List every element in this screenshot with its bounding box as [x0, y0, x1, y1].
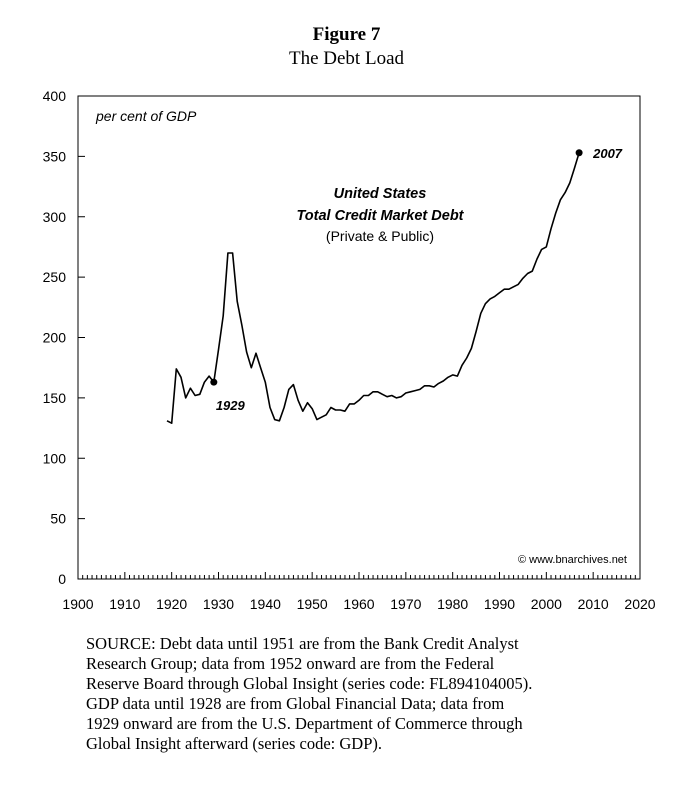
marker-point-2007	[575, 149, 583, 157]
x-tick-label: 1920	[156, 596, 187, 612]
x-tick-label: 1980	[437, 596, 468, 612]
source-line: Research Group; data from 1952 onward ar…	[86, 654, 495, 673]
y-tick-label: 300	[43, 209, 67, 225]
y-axis-label: per cent of GDP	[95, 108, 197, 124]
marker-label-1929: 1929	[216, 398, 246, 413]
y-tick-label: 400	[43, 88, 67, 104]
x-tick-label: 1970	[390, 596, 421, 612]
y-tick-label: 100	[43, 450, 67, 466]
y-tick-label: 350	[43, 148, 67, 164]
source-note: SOURCE: Debt data until 1951 are from th…	[86, 634, 646, 754]
x-tick-label: 1900	[62, 596, 93, 612]
x-tick-label: 1960	[343, 596, 374, 612]
x-axis: 1900 1910 1920 1930 1940 1950 1960 1970 1980 1990…	[62, 572, 656, 612]
y-axis: 0 50 100 150 200 250 300 350 400	[43, 88, 85, 587]
x-tick-label: 2020	[624, 596, 655, 612]
annotation-title-1: United States	[334, 186, 427, 202]
y-tick-label: 200	[43, 330, 67, 346]
series-group	[166, 152, 580, 425]
source-line: Global Insight afterward (series code: G…	[86, 734, 382, 753]
x-tick-label: 1990	[484, 596, 515, 612]
x-tick-label: 1950	[297, 596, 328, 612]
x-tick-label: 1910	[109, 596, 140, 612]
x-tick-label: 1930	[203, 596, 234, 612]
annotation-title-2: Total Credit Market Debt	[296, 208, 464, 224]
source-line: 1929 onward are from the U.S. Department…	[86, 714, 523, 733]
figure-title: Figure 7	[312, 24, 381, 45]
x-tick-label: 2010	[578, 596, 609, 612]
figure-subtitle: The Debt Load	[288, 48, 404, 69]
y-tick-label: 0	[58, 571, 66, 587]
marker-point-1929	[210, 378, 218, 386]
x-tick-label: 2000	[531, 596, 562, 612]
copyright-note: © www.bnarchives.net	[518, 554, 627, 566]
source-line: Reserve Board through Global Insight (se…	[86, 674, 533, 693]
y-tick-label: 250	[43, 269, 67, 285]
source-line: GDP data until 1928 are from Global Fina…	[86, 694, 505, 713]
marker-label-2007: 2007	[592, 146, 623, 161]
annotation-title-3: (Private & Public)	[326, 228, 434, 244]
debt-load-chart: 1900 1910 1920 1930 1940 1950 1960 1970 1980 1990…	[43, 88, 656, 612]
y-tick-label: 50	[50, 511, 66, 527]
debt-series-line	[166, 152, 580, 425]
source-line: SOURCE: Debt data until 1951 are from th…	[86, 634, 519, 653]
x-tick-label: 1940	[250, 596, 281, 612]
markers-group: 1929 2007	[210, 146, 623, 413]
y-tick-label: 150	[43, 390, 67, 406]
plot-frame	[77, 95, 641, 580]
